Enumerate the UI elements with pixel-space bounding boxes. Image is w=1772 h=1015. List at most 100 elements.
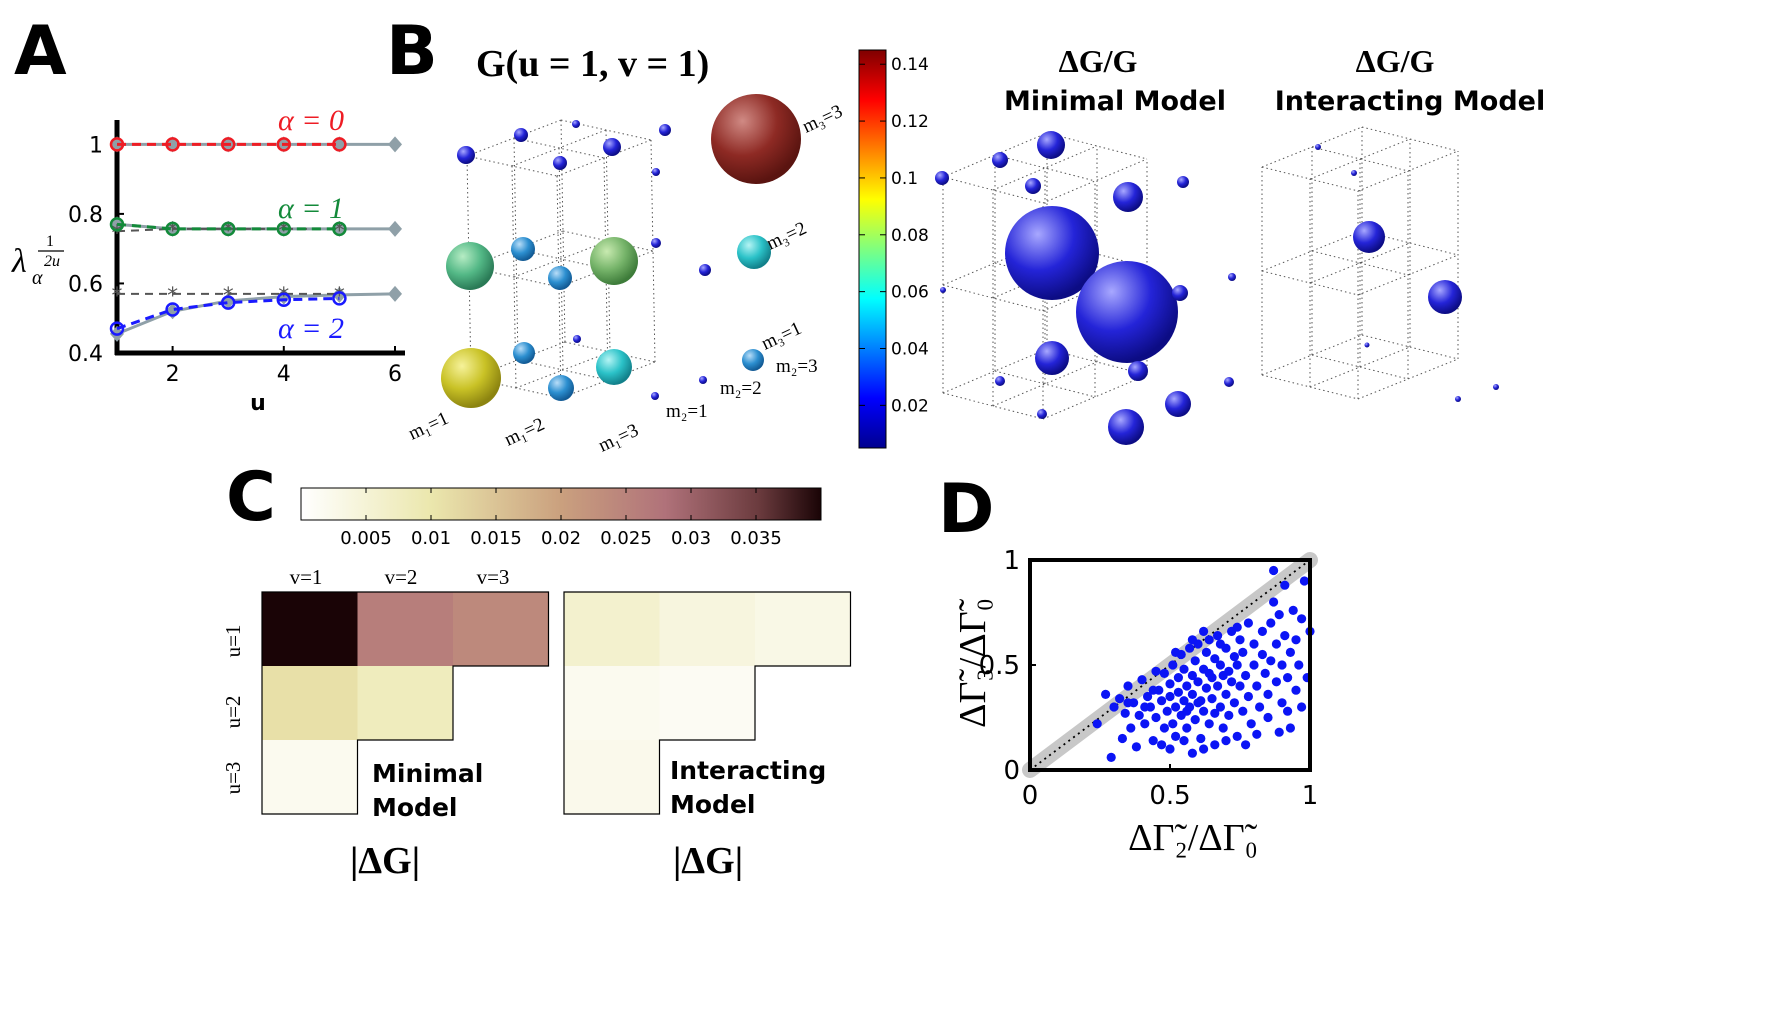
x-tick-label: 1 (1302, 781, 1319, 811)
grid-line (1361, 126, 1459, 152)
scatter-point (1140, 702, 1150, 712)
scatter-point (1143, 691, 1153, 702)
sphere-small (1108, 409, 1144, 445)
legend-alpha-2: α = 2 (278, 312, 344, 345)
colorbar-tick-label: 0.015 (470, 528, 522, 549)
scatter-point (1123, 681, 1133, 691)
colorbar-tick-label: 0.14 (891, 55, 929, 75)
axis-label-m1-1: m₁=1 (405, 408, 452, 445)
scatter-point (1092, 719, 1102, 729)
scatter-point (1229, 698, 1239, 708)
x-tick-label: 6 (388, 362, 402, 387)
scatter-point (1285, 647, 1295, 658)
asymptote-star: * (334, 219, 345, 244)
series-point (332, 291, 347, 306)
grid-line (466, 155, 472, 379)
heatmap-cell (262, 666, 358, 741)
scatter-point (1277, 660, 1287, 670)
gray-guide-line (116, 292, 396, 336)
scatter-point (1266, 618, 1276, 628)
asymptote-star: * (112, 221, 123, 246)
sphere-small (1177, 176, 1189, 188)
axis-label-m1-3: m₁=3 (595, 420, 642, 457)
grid-line (556, 139, 652, 177)
scatter-point (1179, 736, 1189, 746)
colorbar-tick-label: 0.02 (541, 528, 581, 549)
scatter-point (1280, 580, 1290, 590)
grid-line (942, 284, 1044, 312)
scatter-point (1246, 719, 1256, 729)
scatter-point (1201, 683, 1211, 693)
sphere-medium (1353, 221, 1385, 253)
sphere-small (1128, 361, 1148, 381)
scatter-point (1109, 702, 1119, 712)
y-tick-label: 0.8 (68, 203, 103, 228)
scatter-point (1271, 677, 1281, 687)
sphere-small (742, 349, 764, 371)
colorbar-tick-label: 0.01 (411, 528, 451, 549)
sphere-small (1455, 396, 1461, 402)
colorbar-tick-label: 0.035 (730, 528, 782, 549)
grid-line (1311, 354, 1409, 380)
series-point (165, 302, 180, 317)
axis-label-m2-1: m₂=1 (666, 401, 708, 422)
sphere-small (1364, 342, 1370, 348)
panel-A-line-chart: 2 4 60.40.60.81 * * * * ** * * * * u λ α 1 2u α = … (11, 104, 405, 416)
series-point (165, 221, 180, 237)
sphere-m1-1-m2-1-m3-1 (441, 348, 501, 408)
series-point (220, 221, 236, 237)
sphere-small (1165, 391, 1191, 417)
heatmap-cell (659, 592, 756, 667)
y-tick-label: 0.5 (979, 651, 1020, 681)
sphere-small (553, 156, 567, 170)
colorbar-tick-label: 0.025 (600, 528, 652, 549)
scatter-point (1232, 660, 1242, 670)
scatter-point (1204, 719, 1214, 729)
scatter-point (1252, 681, 1262, 691)
scatter-point (1134, 710, 1144, 721)
sphere-small (935, 171, 949, 185)
panel-label-D: D (938, 470, 994, 549)
sphere-small (652, 168, 660, 176)
grid-line (1042, 374, 1148, 420)
heatmap-cell (564, 666, 660, 741)
grid-line (1046, 132, 1148, 160)
y-label-exp-num: 1 (46, 233, 54, 250)
scatter-point (1291, 685, 1301, 695)
scatter-point (1193, 698, 1203, 708)
scatter-point (1299, 576, 1309, 586)
scatter-point (1221, 736, 1231, 746)
axis-label-m3-2: m₃=2 (763, 218, 810, 255)
scatter-point (1263, 689, 1273, 700)
colorbar-tick-label: 0.03 (671, 528, 711, 549)
series-point (109, 137, 125, 152)
panel-D-x-label: ΔΓ̃₂/ΔΓ̃₀ (1128, 817, 1258, 859)
panel-C-interacting-label-2: Model (670, 790, 755, 819)
scatter-point (1294, 660, 1304, 670)
heatmap-cell (564, 740, 660, 815)
scatter-point (1187, 635, 1197, 645)
sphere-small (1224, 377, 1234, 387)
grid-line (994, 370, 1096, 398)
sphere-small (1315, 144, 1321, 150)
scatter-point (1159, 668, 1169, 679)
colorbar-tick-label: 0.06 (891, 283, 929, 303)
legend-alpha-0: α = 0 (278, 104, 344, 137)
scatter-point (1157, 696, 1167, 706)
grid-line (942, 240, 1048, 286)
colorbar-tick-label: 0.04 (891, 340, 929, 360)
scatter-point (1201, 647, 1211, 658)
scatter-point (1229, 652, 1239, 662)
scatter-point (1274, 610, 1284, 620)
sphere-m1-2-m3-2 (590, 237, 638, 285)
scatter-point (1232, 622, 1242, 632)
panel-A-y-label: λ α 1 2u (11, 233, 64, 289)
sphere-m1-1-m3-2 (446, 242, 494, 290)
panel-B-title-interacting-model: Interacting Model (1275, 86, 1545, 117)
scatter-point (1207, 694, 1217, 704)
sphere-small (572, 120, 580, 128)
sphere-large (1076, 261, 1178, 363)
sphere-small (699, 264, 711, 276)
scatter-point (1123, 698, 1133, 708)
scatter-point (1213, 631, 1223, 641)
